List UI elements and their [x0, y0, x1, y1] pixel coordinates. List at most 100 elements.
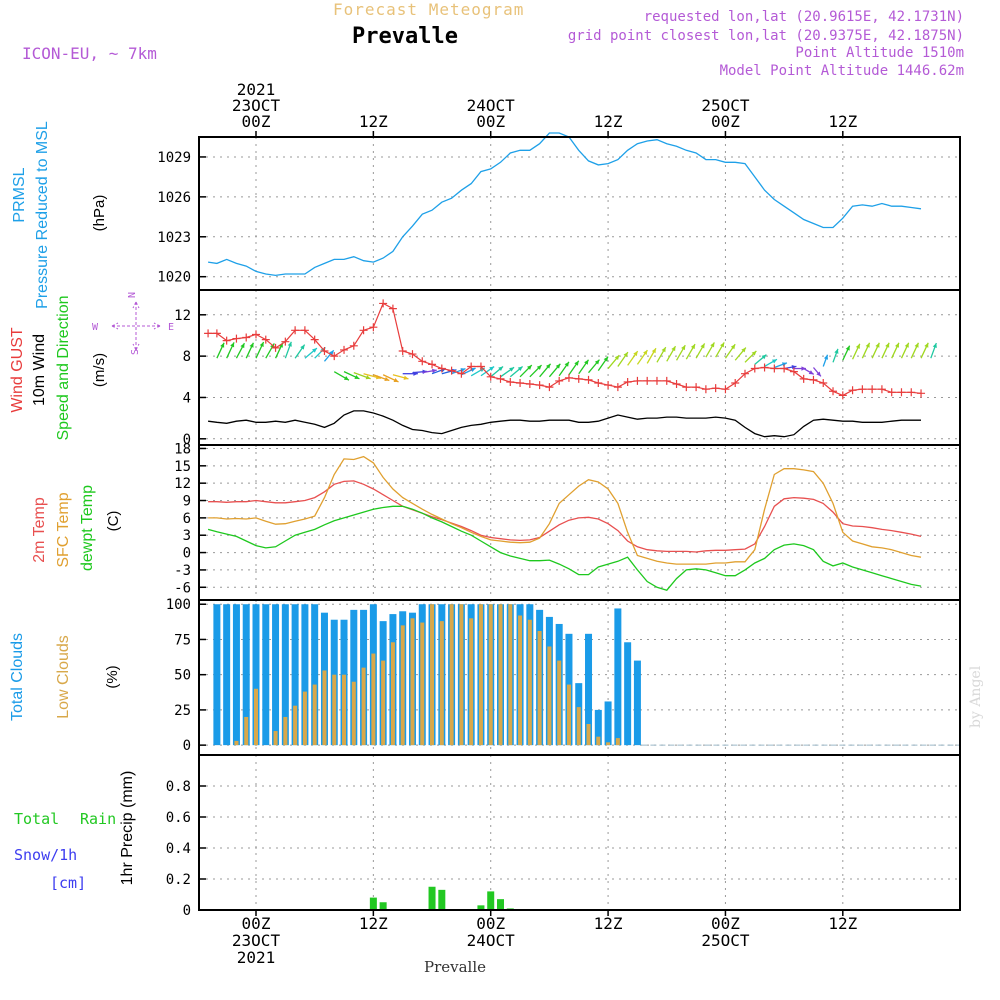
rain-bar [369, 897, 377, 910]
gust-marker [672, 380, 681, 389]
total-cloud-bar [633, 660, 641, 746]
gust-marker [652, 376, 661, 385]
gust-marker [780, 364, 789, 373]
low-cloud-bar [488, 604, 493, 746]
low-cloud-bar [342, 674, 347, 746]
wind-arrow [900, 342, 910, 359]
compass-east: E [168, 322, 174, 333]
gust-marker [868, 385, 877, 394]
gust-marker [408, 350, 417, 359]
wind-arrow [754, 354, 767, 365]
top-time-label: 00Z [476, 112, 505, 131]
gust-marker [604, 381, 613, 390]
wind-arrow [871, 342, 880, 359]
gust-marker [887, 388, 896, 397]
bottom-time-label: 00Z [242, 914, 271, 933]
gust-marker [340, 345, 349, 354]
requested-location: requested lon,lat (20.9615E, 42.1731N) [643, 9, 964, 25]
y-tick-label: 3 [183, 528, 191, 544]
wind-speed-line [208, 410, 921, 438]
low-cloud-bar [410, 618, 415, 746]
top-time-label: 25OCT [701, 96, 750, 115]
gust-marker [447, 366, 456, 375]
precip-label-unit: 1hr Precip (mm) [119, 771, 136, 886]
wind-arrow [891, 342, 900, 359]
gust-marker [711, 384, 720, 393]
total-cloud-bar [594, 709, 602, 746]
cloud-label-total: Total Clouds [9, 633, 26, 721]
wind-arrow [392, 374, 409, 380]
low-cloud-bar [527, 619, 532, 746]
gust-marker [261, 335, 270, 344]
gust-marker [428, 360, 437, 369]
y-tick-label: 6 [183, 511, 191, 527]
gust-marker [359, 326, 368, 335]
y-tick-label: 0 [183, 546, 191, 562]
wind-arrow [597, 356, 609, 371]
low-cloud-bar [381, 660, 386, 746]
wind-arrow [607, 354, 620, 369]
compass-north: N [127, 292, 138, 298]
wind-arrow [255, 341, 265, 359]
low-cloud-bar [547, 646, 552, 746]
gust-marker [770, 364, 779, 373]
y-tick-label: -3 [174, 563, 191, 579]
bottom-time-label: 23OCT [232, 931, 281, 950]
gust-marker [613, 383, 622, 392]
wind-arrow [500, 366, 515, 378]
low-cloud-bar [596, 736, 601, 746]
y-tick-label: 25 [174, 703, 191, 719]
low-cloud-bar [244, 716, 249, 746]
gust-marker [858, 385, 867, 394]
top-time-label: 23OCT [232, 96, 281, 115]
wind-arrow [353, 372, 371, 380]
wind-arrow [333, 371, 350, 381]
wind-arrow [715, 342, 725, 358]
compass-south: S [130, 349, 141, 355]
wind-arrow [881, 342, 890, 359]
gust-marker [897, 388, 906, 397]
low-cloud-bar [273, 731, 278, 746]
total-cloud-bar [614, 608, 622, 746]
gust-marker [555, 376, 564, 385]
wind-label-10m: 10m Wind [31, 334, 48, 406]
low-cloud-bar [459, 604, 464, 746]
gust-marker [838, 391, 847, 400]
low-cloud-bar [576, 707, 581, 746]
total-cloud-bar [291, 604, 299, 746]
wind-label-unit: (m/s) [91, 353, 108, 387]
wind-arrow [519, 364, 533, 378]
temp-label-sfc: SFC Temp [55, 492, 72, 567]
gust-marker [789, 367, 798, 376]
bottom-time-label: 00Z [711, 914, 740, 933]
low-cloud-bar [566, 684, 571, 746]
total-cloud-bar [232, 604, 240, 746]
y-tick-label: 1026 [157, 190, 191, 206]
temp-label-dewpt: dewpt Temp [79, 485, 96, 571]
wind-arrow [675, 344, 686, 361]
gust-marker [418, 357, 427, 366]
bottom-time-label: 25OCT [701, 931, 750, 950]
legend-snow: Snow/1h [14, 846, 77, 864]
wind-arrow [568, 360, 580, 376]
wind-arrow [382, 374, 399, 383]
wind-arrow [695, 343, 706, 359]
wind-arrow [617, 351, 629, 367]
rain-bar [477, 905, 485, 910]
y-tick-label: 0.2 [166, 872, 191, 888]
gust-marker [633, 376, 642, 385]
total-cloud-bar [262, 604, 270, 746]
gust-marker [300, 326, 309, 335]
low-cloud-bar [293, 705, 298, 746]
top-time-label: 12Z [359, 112, 388, 131]
y-tick-label: 0.8 [166, 779, 191, 795]
low-cloud-bar [478, 604, 483, 746]
y-tick-label: 0.6 [166, 810, 191, 826]
y-tick-label: 0.4 [166, 841, 191, 857]
gust-marker [222, 336, 231, 345]
gust-marker [281, 337, 290, 346]
gust-marker [291, 326, 300, 335]
y-tick-label: 1023 [157, 230, 191, 246]
bottom-time-label: 12Z [828, 914, 857, 933]
